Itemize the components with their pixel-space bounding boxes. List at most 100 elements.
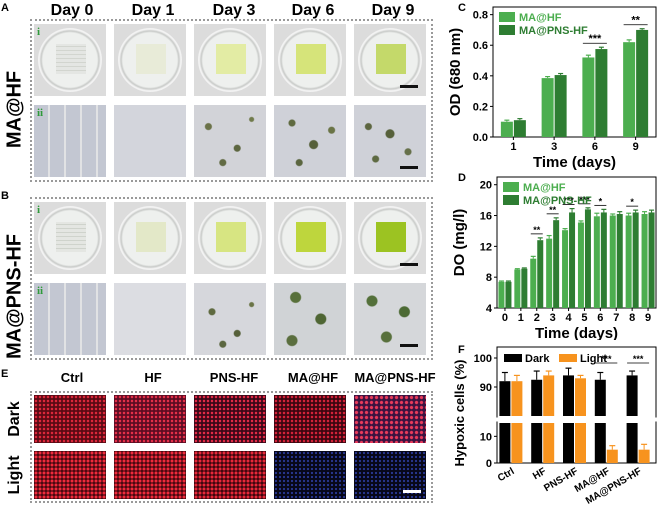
y-tick-label: 0.6 <box>473 40 488 52</box>
bar <box>609 215 616 308</box>
bar <box>616 213 623 308</box>
y-tick-label: 16 <box>480 211 492 223</box>
a-dish-day3 <box>194 24 266 96</box>
bar <box>543 375 555 416</box>
e-light-ctrl <box>34 451 106 499</box>
y-tick-label: 0.0 <box>473 132 488 144</box>
a-micro-day0: ii <box>34 105 106 177</box>
e-col-pns-hf: PNS-HF <box>209 370 259 385</box>
x-tick-label: 6 <box>597 312 603 324</box>
bar <box>553 220 560 308</box>
bar <box>530 258 537 308</box>
b-micro-day3 <box>194 283 266 355</box>
x-tick-label: Ctrl <box>496 466 517 484</box>
bar <box>513 120 526 137</box>
bar <box>521 268 528 308</box>
significance-label: ** <box>549 205 557 215</box>
bar <box>511 381 523 416</box>
legend-swatch <box>499 25 515 35</box>
bar <box>648 212 655 308</box>
a-dish-day6 <box>274 24 346 96</box>
panel-d-label: D <box>458 172 466 184</box>
e-dark-ctrl <box>34 395 106 443</box>
x-tick-label: 0 <box>502 312 508 324</box>
e-dark-hf <box>114 395 186 443</box>
bar <box>632 212 639 308</box>
bar <box>569 212 576 308</box>
legend-swatch <box>503 182 519 192</box>
bar <box>511 423 523 463</box>
y-tick-label: 0.4 <box>473 71 489 83</box>
bar <box>498 281 505 308</box>
bar <box>638 449 650 463</box>
bar <box>563 375 574 416</box>
bar <box>554 75 567 137</box>
y-tick-label: 0 <box>486 458 492 470</box>
bar <box>623 42 636 138</box>
bar <box>626 423 638 463</box>
bar <box>543 423 555 463</box>
bar <box>546 238 553 308</box>
bar <box>584 209 591 308</box>
bar <box>514 269 521 308</box>
e-dark-pns-hf <box>194 395 266 443</box>
scale-bar <box>403 490 421 493</box>
y-tick-label: 0.2 <box>473 101 488 113</box>
y-tick-label: 100 <box>474 353 492 365</box>
e-light-pns-hf <box>194 451 266 499</box>
e-col-ctrl: Ctrl <box>60 370 84 385</box>
bar <box>499 423 511 463</box>
significance-label: *** <box>588 33 602 45</box>
bar <box>625 215 632 308</box>
significance-label: *** <box>563 196 574 206</box>
e-dark-ma-pns-hf <box>354 395 426 443</box>
x-tick-label: PNS-HF <box>542 466 580 494</box>
b-micro-day9 <box>354 283 426 355</box>
col-header-day3: Day 3 <box>212 2 256 19</box>
bar <box>531 379 543 416</box>
bar <box>595 49 608 137</box>
significance-label: *** <box>579 195 590 205</box>
x-tick-label: 6 <box>592 141 598 153</box>
col-header-day1: Day 1 <box>131 2 175 19</box>
significance-label: * <box>599 196 603 206</box>
b-micro-day6 <box>274 283 346 355</box>
significance-label: *** <box>601 354 612 364</box>
significance-label: ** <box>631 15 640 27</box>
sub-label-ii: ii <box>37 107 44 119</box>
a-micro-day9 <box>354 105 426 177</box>
row-label-ma-pns-hf: MA@PNS-HF <box>3 233 26 360</box>
e-col-hf: HF <box>144 370 162 385</box>
bar <box>563 423 574 463</box>
e-light-ma-hf <box>274 451 346 499</box>
a-dish-day9 <box>354 24 426 96</box>
a-dish-day1 <box>114 24 186 96</box>
x-tick-label: 3 <box>551 141 557 153</box>
scale-bar <box>400 263 418 266</box>
bar <box>505 281 512 308</box>
e-light-ma-pns-hf <box>354 451 426 499</box>
plot-frame <box>492 6 657 138</box>
row-label-ma-hf: MA@HF <box>3 70 26 149</box>
bar <box>636 29 649 137</box>
bar <box>531 423 543 463</box>
legend-swatch <box>499 12 515 22</box>
bar <box>606 449 618 463</box>
panel-e-label: E <box>1 368 9 380</box>
legend-label: MA@HF <box>523 182 566 194</box>
legend-swatch <box>559 354 577 362</box>
a-micro-day6 <box>274 105 346 177</box>
panel-f-label: F <box>458 344 465 356</box>
legend-label: MA@PNS-HF <box>523 195 592 207</box>
col-header-day6: Day 6 <box>291 2 335 19</box>
bar <box>499 381 511 416</box>
y-tick-label: 12 <box>480 241 492 253</box>
x-tick-label: 9 <box>645 312 651 324</box>
sub-label-ii: ii <box>37 285 44 297</box>
b-dish-day6 <box>274 202 346 274</box>
y-tick-label: 0.8 <box>473 10 488 22</box>
legend-label: MA@HF <box>519 12 562 24</box>
b-micro-day0: ii <box>34 283 106 355</box>
e-light-hf <box>114 451 186 499</box>
